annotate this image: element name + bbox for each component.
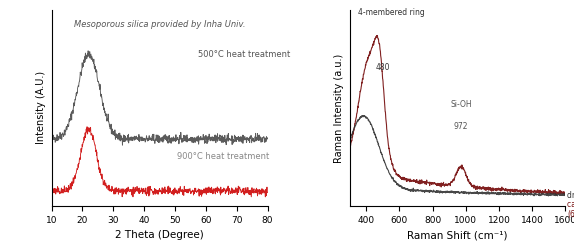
Text: 500°C heat treatment: 500°C heat treatment	[199, 51, 290, 60]
Y-axis label: Raman Intensity (a.u.): Raman Intensity (a.u.)	[334, 53, 344, 162]
Text: dry silica: dry silica	[567, 191, 574, 200]
Text: 900°C heat treatment: 900°C heat treatment	[177, 152, 269, 161]
Text: 972: 972	[454, 122, 468, 131]
Text: 4-membered ring: 4-membered ring	[358, 8, 425, 17]
X-axis label: Raman Shift (cm⁻¹): Raman Shift (cm⁻¹)	[407, 230, 508, 240]
Text: Mesoporous silica provided by Inha Univ.: Mesoporous silica provided by Inha Univ.	[74, 20, 245, 29]
Text: 480: 480	[375, 62, 390, 71]
Y-axis label: Intensity (A.U.): Intensity (A.U.)	[36, 71, 46, 144]
Text: calcination silica
(600°C): calcination silica (600°C)	[567, 200, 574, 219]
Text: Si-OH: Si-OH	[451, 100, 472, 109]
X-axis label: 2 Theta (Degree): 2 Theta (Degree)	[115, 230, 204, 240]
